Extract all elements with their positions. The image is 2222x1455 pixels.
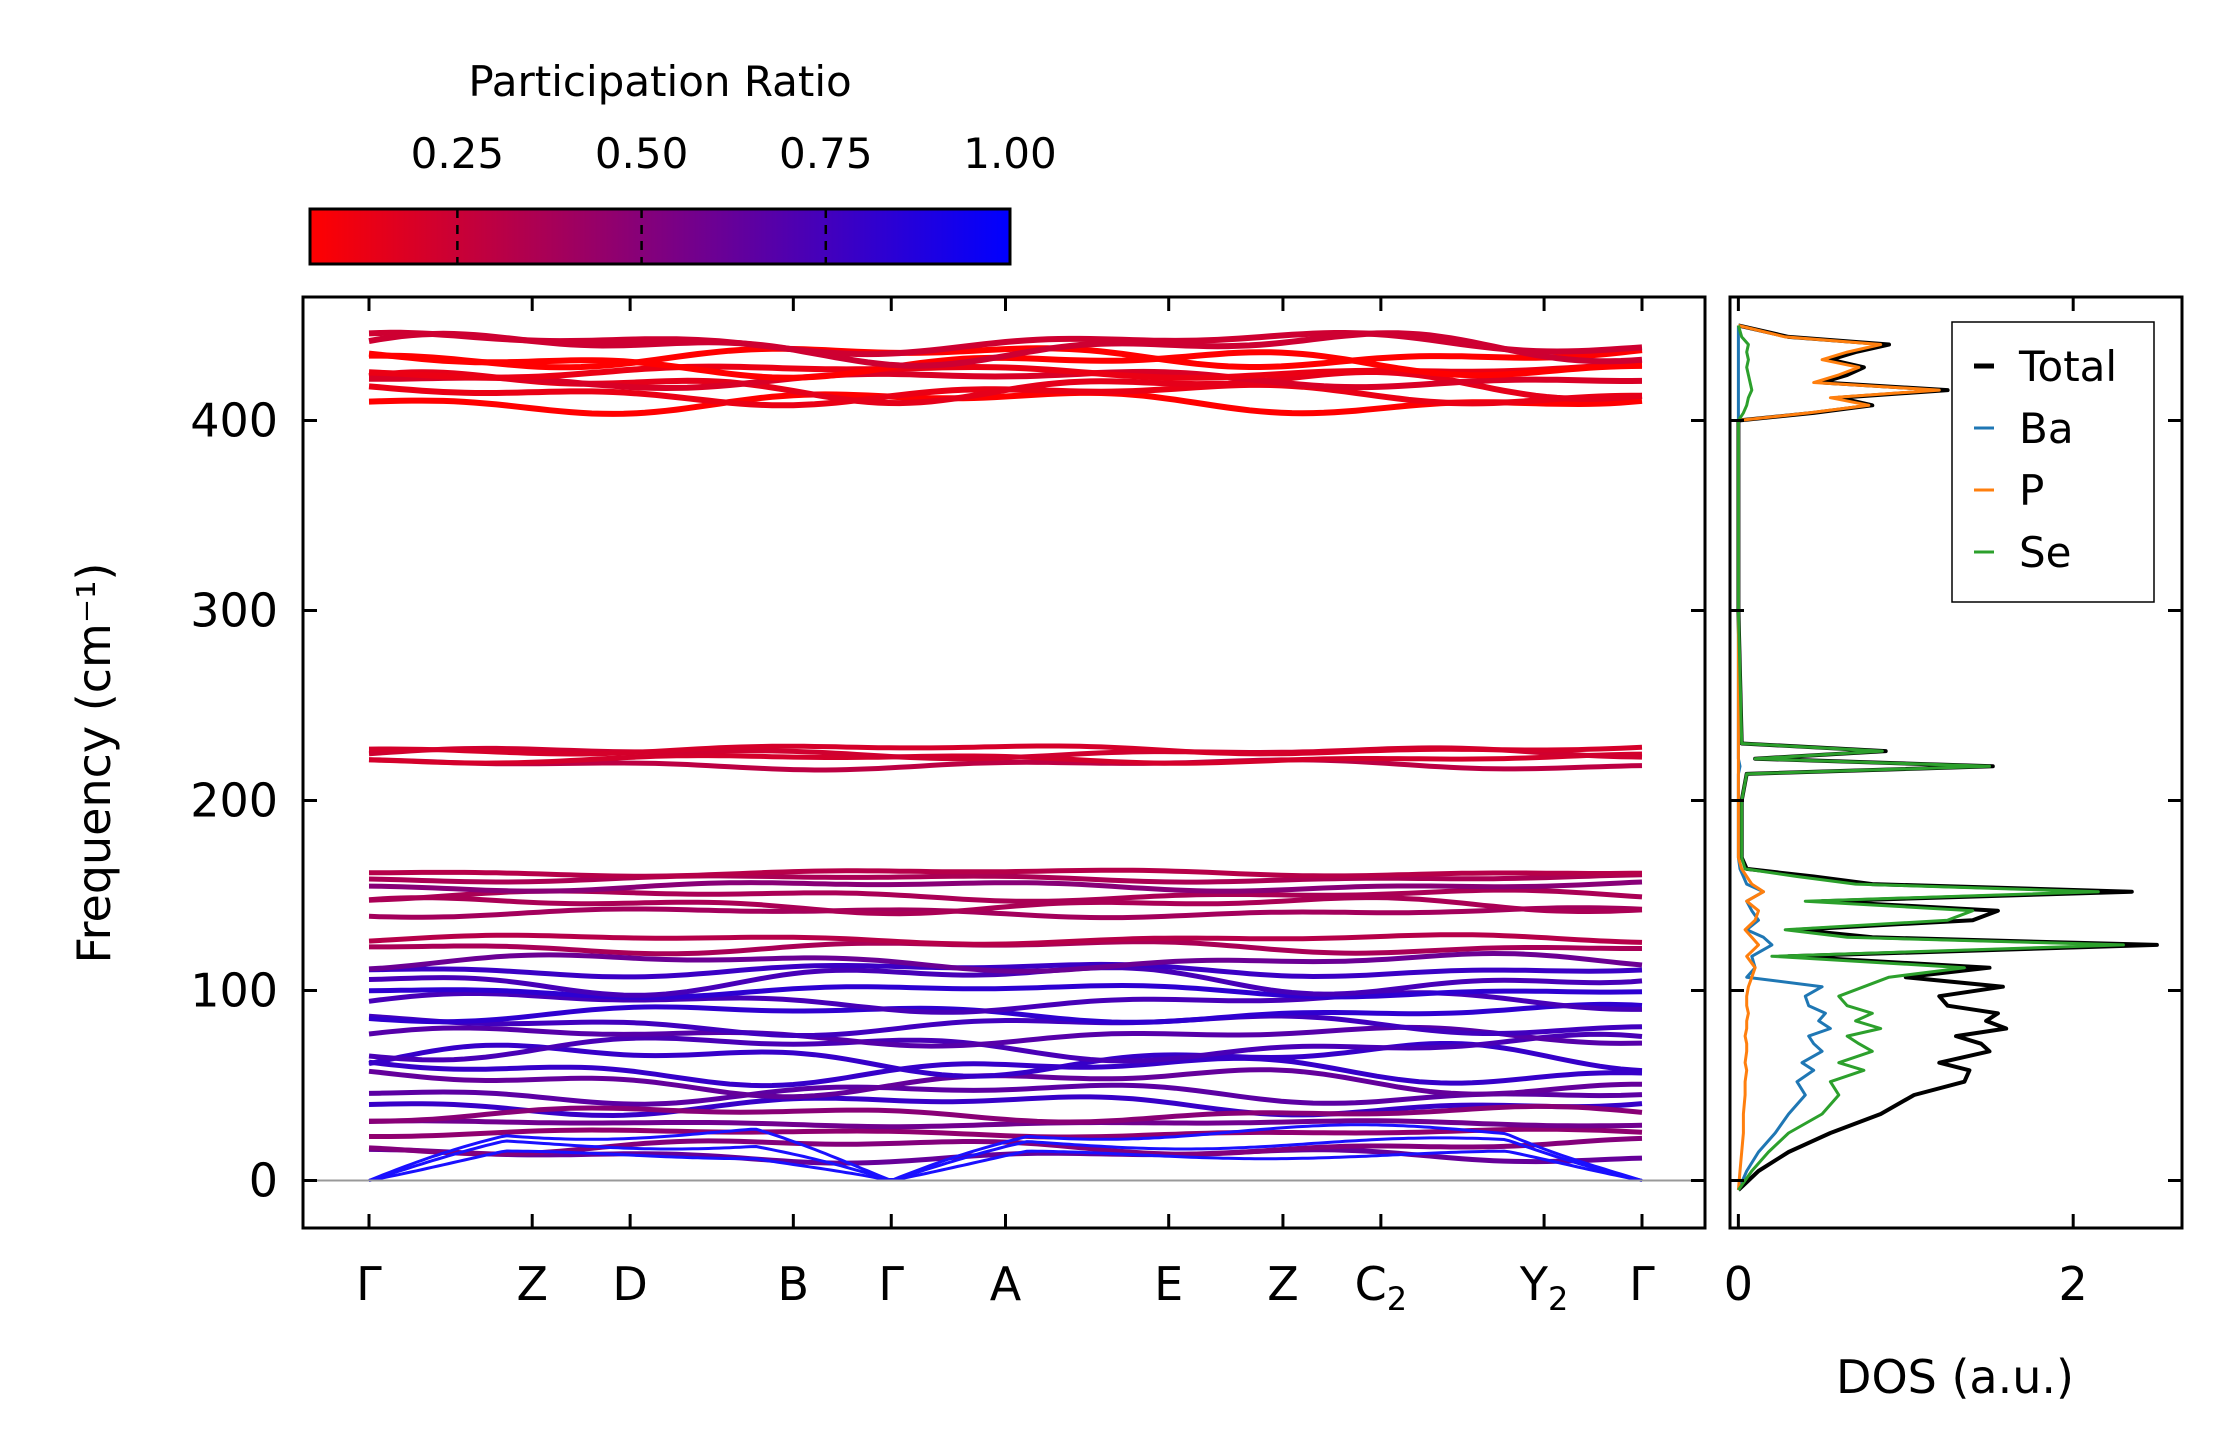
band-line — [368, 329, 1643, 358]
legend-label-se: Se — [2019, 528, 2072, 577]
dos-line-se — [1736, 325, 2125, 1191]
kpath-tick-label: Γ — [1629, 1257, 1655, 1311]
legend-box — [1951, 321, 2155, 603]
kpath-tick-label: D — [612, 1257, 647, 1311]
band-line — [368, 982, 1643, 1001]
band-line — [368, 1031, 1643, 1064]
colorbar: Participation Ratio 0.25 0.50 0.75 1.00 — [308, 57, 1057, 266]
band-line — [368, 1118, 1643, 1130]
band-line — [368, 1055, 1643, 1089]
kpath-tick-label: E — [1154, 1257, 1183, 1311]
band-line — [368, 1082, 1643, 1107]
colorbar-tick-label: 1.00 — [963, 129, 1057, 178]
band-line — [368, 1094, 1643, 1119]
band-line — [368, 368, 1643, 392]
band-lines — [368, 329, 1643, 1182]
colorbar-ticks: 0.25 0.50 0.75 1.00 — [411, 129, 1057, 264]
frequency-tick-label: 100 — [190, 964, 278, 1018]
band-structure-panel: 0 100 200 300 400 Γ Z D B Γ A E Z C2 Y2 Γ Frequency (c… — [67, 295, 1707, 1318]
frequency-tick-label: 400 — [190, 394, 278, 448]
legend-label-total: Total — [2018, 342, 2117, 391]
band-line — [368, 961, 1643, 980]
frequency-tick-label: 300 — [190, 584, 278, 638]
kpath-tick-label: B — [778, 1257, 810, 1311]
band-line — [368, 965, 1643, 998]
band-line — [369, 1103, 1643, 1125]
legend-label-p: P — [2019, 466, 2044, 515]
acoustic-band-line — [368, 1136, 1643, 1182]
kpath-tick-label: Z — [1267, 1257, 1299, 1311]
kpath-tick-label: Y2 — [1519, 1257, 1568, 1318]
kpath-axis-ticks: Γ Z D B Γ A E Z C2 Y2 Γ — [356, 297, 1655, 1318]
band-line — [368, 905, 1643, 921]
dos-axis-title: DOS (a.u.) — [1836, 1350, 2074, 1404]
band-line — [369, 1126, 1643, 1140]
frequency-axis-ticks: 0 100 200 300 400 — [190, 394, 1705, 1208]
kpath-tick-label: Γ — [356, 1257, 382, 1311]
band-line — [368, 1013, 1643, 1038]
band-line — [368, 743, 1643, 757]
colorbar-tick-label: 0.50 — [595, 129, 689, 178]
kpath-tick-label: Z — [516, 1257, 548, 1311]
band-line — [368, 1041, 1643, 1079]
kpath-tick-label: Γ — [878, 1257, 904, 1311]
band-line — [368, 932, 1643, 947]
band-line — [369, 345, 1643, 371]
dos-line-p — [1736, 324, 1941, 1191]
band-line — [368, 895, 1643, 917]
band-line — [368, 867, 1643, 879]
kpath-tick-label: A — [990, 1257, 1022, 1311]
band-line — [368, 950, 1643, 974]
kpath-tick-label: C2 — [1355, 1257, 1407, 1318]
frequency-axis-title: Frequency (cm⁻¹) — [67, 563, 121, 964]
legend-label-ba: Ba — [2019, 404, 2074, 453]
acoustic-band-line — [368, 1123, 1643, 1182]
band-line — [368, 879, 1643, 894]
dos-legend: Total Ba P Se — [1951, 321, 2155, 603]
dos-x-tick-label: 2 — [2059, 1257, 2088, 1311]
acoustic-band-line — [368, 1149, 1643, 1182]
colorbar-title: Participation Ratio — [468, 57, 851, 106]
band-line — [368, 872, 1643, 885]
dos-series — [1736, 323, 2159, 1192]
dos-plot-frame — [1728, 295, 2184, 1230]
frequency-tick-label: 0 — [249, 1154, 278, 1208]
colorbar-tick-label: 0.25 — [411, 129, 505, 178]
colorbar-gradient — [308, 207, 1012, 266]
band-line — [368, 757, 1643, 773]
band-line — [368, 330, 1643, 369]
band-line — [368, 1001, 1643, 1025]
dos-x-tick-label: 0 — [1724, 1257, 1753, 1311]
frequency-tick-label: 200 — [190, 774, 278, 828]
colorbar-tick-label: 0.75 — [779, 129, 873, 178]
